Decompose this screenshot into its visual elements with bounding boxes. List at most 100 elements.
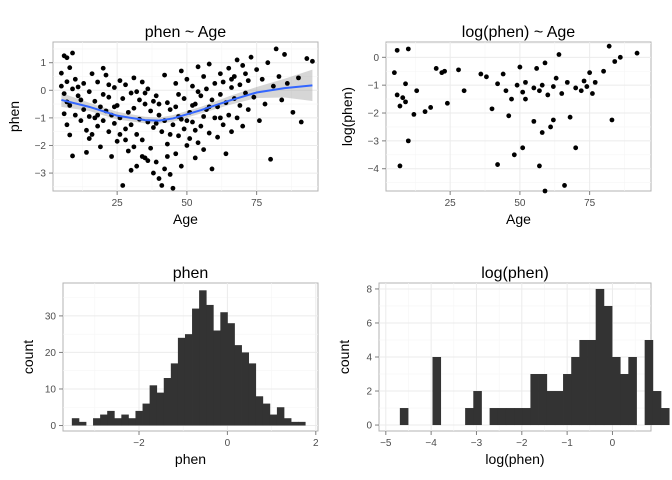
data-point: [195, 64, 201, 70]
data-point: [304, 56, 310, 61]
data-point: [128, 167, 134, 173]
y-tick-label: −3: [368, 136, 380, 147]
data-point: [542, 188, 548, 194]
data-point: [190, 119, 195, 125]
data-point: [95, 79, 101, 85]
data-point: [123, 126, 128, 132]
histogram-bar: [595, 288, 605, 426]
data-point: [411, 112, 417, 117]
data-point: [151, 125, 156, 130]
data-point: [217, 92, 223, 97]
data-point: [86, 136, 92, 141]
data-point: [98, 104, 103, 110]
y-tick-label: −4: [368, 164, 380, 175]
data-point: [128, 122, 134, 128]
data-point: [61, 91, 67, 96]
data-point: [226, 65, 232, 71]
data-point: [223, 151, 229, 157]
data-point: [634, 50, 640, 56]
data-point: [268, 156, 273, 162]
data-point: [72, 76, 78, 82]
data-point: [156, 101, 162, 107]
x-axis-title: log(phen): [485, 451, 544, 467]
histogram-bar: [660, 408, 670, 426]
y-tick-label: 20: [45, 348, 57, 359]
data-point: [217, 115, 223, 121]
data-point: [178, 116, 184, 122]
data-point: [489, 106, 495, 112]
data-point: [103, 72, 109, 78]
data-point: [245, 107, 251, 113]
data-point: [279, 97, 285, 103]
data-point: [190, 103, 195, 108]
data-point: [173, 151, 179, 157]
smooth-line: [61, 84, 313, 122]
data-point: [162, 72, 167, 78]
data-point: [137, 97, 142, 103]
data-point: [67, 103, 73, 108]
data-point: [259, 76, 265, 82]
histogram-bar: [213, 330, 221, 426]
data-point: [106, 94, 112, 100]
histogram-bar: [587, 339, 597, 426]
data-point: [84, 127, 89, 133]
x-tick-label: 75: [251, 198, 263, 209]
y-tick-label: 30: [45, 311, 57, 322]
y-axis-title: log(phen): [339, 87, 355, 146]
x-tick-label: 50: [181, 198, 193, 209]
data-point: [414, 88, 420, 94]
data-point: [139, 154, 145, 159]
data-point: [397, 163, 403, 169]
data-point: [181, 96, 187, 101]
data-point: [290, 109, 296, 115]
histogram-bar: [255, 396, 264, 426]
histogram-bar: [269, 414, 278, 426]
data-point: [100, 92, 106, 97]
data-point: [95, 123, 101, 129]
data-point: [592, 79, 598, 85]
data-point: [520, 89, 526, 95]
data-point: [405, 138, 411, 144]
data-point: [178, 68, 184, 74]
histogram-bar: [93, 418, 101, 426]
data-point: [581, 78, 587, 84]
data-point: [500, 71, 506, 77]
data-point: [131, 105, 137, 111]
data-point: [511, 152, 517, 158]
data-point: [229, 85, 234, 90]
data-point: [125, 148, 131, 154]
data-point: [109, 154, 114, 159]
data-point: [78, 97, 84, 103]
data-point: [564, 79, 570, 85]
data-point: [405, 46, 411, 52]
data-point: [212, 80, 218, 86]
data-point: [198, 93, 204, 99]
data-point: [400, 95, 406, 101]
data-point: [70, 50, 75, 56]
data-point: [195, 140, 201, 146]
data-point: [123, 137, 128, 143]
data-point: [226, 112, 232, 118]
data-point: [539, 82, 545, 88]
data-point: [58, 70, 64, 76]
histogram-bar: [563, 374, 572, 426]
y-axis-title: count: [20, 340, 36, 374]
plot-area: 25 50 75 −4 −3 −2 −1 0: [368, 41, 652, 209]
data-point: [142, 90, 148, 96]
histogram-bar: [135, 410, 143, 426]
data-point: [537, 88, 542, 94]
data-point: [606, 43, 612, 49]
data-point: [159, 129, 165, 135]
scatter-phen-age-panel: 25 50 75 −3 −2 −1 0 1 phen ~ Age Age phen: [6, 24, 319, 227]
x-tick-label: −2: [133, 438, 145, 449]
data-point: [243, 71, 248, 77]
data-point: [173, 80, 179, 86]
data-point: [517, 64, 523, 70]
x-tick-label: 50: [514, 198, 526, 209]
chart-title: log(phen) ~ Age: [462, 24, 576, 41]
histogram-bar: [227, 323, 235, 426]
x-tick-label: 75: [584, 198, 596, 209]
chart-title: phen ~ Age: [145, 24, 227, 41]
data-point: [187, 136, 193, 141]
